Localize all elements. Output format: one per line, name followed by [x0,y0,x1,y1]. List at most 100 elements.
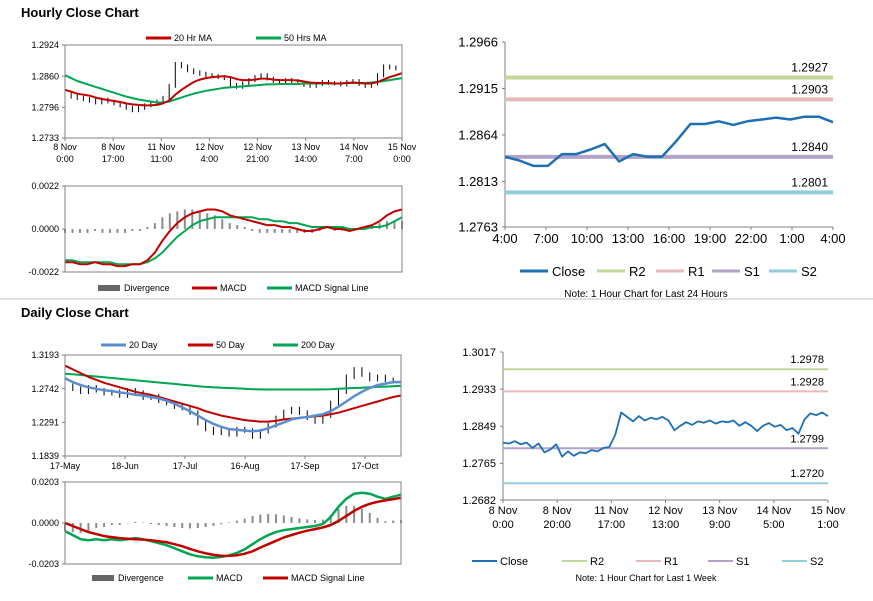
x-tick-label: 16:00 [653,231,686,246]
legend-label: MACD Signal Line [295,283,369,293]
x-tick-label: 16-Aug [230,461,259,471]
x-tick-label: 17-May [50,461,81,471]
x-tick-label: 14:00 [294,154,317,164]
x-tick-label: 4:00 [820,231,845,246]
y-tick-label: 1.2733 [31,133,59,143]
series-close [502,411,829,458]
y-tick-label: 1.2915 [458,81,498,96]
legend-label: 20 Day [129,340,158,350]
x-tick-label: 22:00 [735,231,768,246]
series-50-day [64,364,402,423]
hourly-section-title: Hourly Close Chart [21,5,139,20]
legend-label: MACD [216,573,243,583]
legend-label: 50 Day [216,340,245,350]
legend-label: Close [552,264,585,279]
x-tick-label: 12 Nov [195,142,224,152]
x-tick-label: 8 Nov [543,505,572,517]
hourly-24h-chart: 1.2927 1.2903 1.2840 1.2801 1.2966 1.2915 1.28… [458,35,845,300]
legend-label: MACD Signal Line [291,573,365,583]
y-tick-label: 1.2796 [31,102,59,112]
x-tick-label: 12 Nov [648,505,683,517]
series-macd-signal [65,216,403,266]
plot-frame [64,44,403,139]
level-label: 1.2927 [791,61,828,75]
x-tick-label: 14 Nov [756,505,791,517]
legend-label: R2 [590,556,604,568]
x-tick-label: 13:00 [612,231,645,246]
x-tick-label: 15 Nov [811,505,846,517]
y-tick-label: 1.2864 [458,128,498,143]
legend-label: S1 [736,556,749,568]
level-label: 1.2840 [791,140,828,154]
x-tick-label: 4:00 [492,231,517,246]
series-close [504,115,834,168]
y-tick-label: 1.2742 [31,384,59,394]
legend-swatch [92,575,114,581]
x-tick-label: 17-Jul [173,461,198,471]
y-tick-label: 0.0000 [31,518,59,528]
level-label: 1.2720 [790,468,824,480]
x-tick-label: 9:00 [709,519,730,531]
legend-label: MACD [220,283,247,293]
y-tick-label: 1.2813 [458,174,498,189]
y-tick-label: 1.2291 [31,417,59,427]
y-tick-label: 1.2763 [458,220,498,235]
series-20hr-ma [64,72,403,107]
series-50hr-ma [64,74,403,104]
x-tick-label: 11 Nov [594,505,629,517]
y-tick-label: 1.2924 [31,40,59,50]
y-tick-label: 1.2860 [31,71,59,81]
chart-note: Note: 1 Hour Chart for Last 24 Hours [564,289,727,300]
y-tick-label: 1.2682 [462,495,496,507]
x-tick-label: 4:00 [201,154,219,164]
x-tick-label: 8 Nov [101,142,125,152]
series-macd [65,208,403,268]
x-tick-label: 18-Jun [111,461,139,471]
x-tick-label: 13 Nov [291,142,320,152]
y-tick-label: 0.0022 [31,181,59,191]
x-tick-label: 20:00 [543,519,571,531]
level-label: 1.2801 [791,175,828,189]
weekly-close-chart: 1.2978 1.2928 1.2799 1.2720 1.3017 1.2933 1.28… [462,347,846,583]
y-tick-label: 1.2966 [458,35,498,50]
daily-section-title: Daily Close Chart [21,305,129,320]
series-macd-signal [64,496,402,558]
legend-label: S1 [744,264,760,279]
level-label: 1.2903 [791,82,828,96]
y-tick-label: 1.2765 [462,458,496,470]
legend-label: R1 [688,264,705,279]
legend-label: Divergence [118,573,164,583]
x-tick-label: 0:00 [393,154,411,164]
x-tick-label: 19:00 [694,231,727,246]
legend-label: 50 Hrs MA [284,33,327,43]
y-tick-label: 0.0000 [31,224,59,234]
y-tick-label: 1.3017 [462,347,496,359]
x-tick-label: 17-Sep [290,461,319,471]
x-tick-label: 8 Nov [53,142,77,152]
series-20-day [64,377,401,433]
legend-label: R2 [629,264,646,279]
level-label: 1.2799 [790,433,824,445]
daily-macd-chart: 0.0203 0.0000 -0.0203 Divergence MACD MACD Si… [28,477,402,583]
legend-label: Divergence [124,283,170,293]
x-tick-label: 12 Nov [243,142,272,152]
plot-frame [64,185,403,273]
x-tick-label: 14 Nov [340,142,369,152]
plot-frame [64,354,402,457]
x-tick-label: 10:00 [571,231,604,246]
y-tick-label: 1.1839 [31,451,59,461]
legend-label: Close [500,556,528,568]
series-200-day [64,372,402,391]
x-tick-label: 17:00 [102,154,125,164]
plot-frame [64,481,402,565]
x-tick-label: 21:00 [246,154,269,164]
x-tick-label: 0:00 [492,519,513,531]
legend-swatch [98,285,120,291]
legend-label: 200 Day [301,340,335,350]
x-tick-label: 7:00 [345,154,363,164]
y-tick-label: 1.2849 [462,421,496,433]
x-tick-label: 13:00 [652,519,680,531]
y-tick-label: -0.0203 [28,559,59,569]
